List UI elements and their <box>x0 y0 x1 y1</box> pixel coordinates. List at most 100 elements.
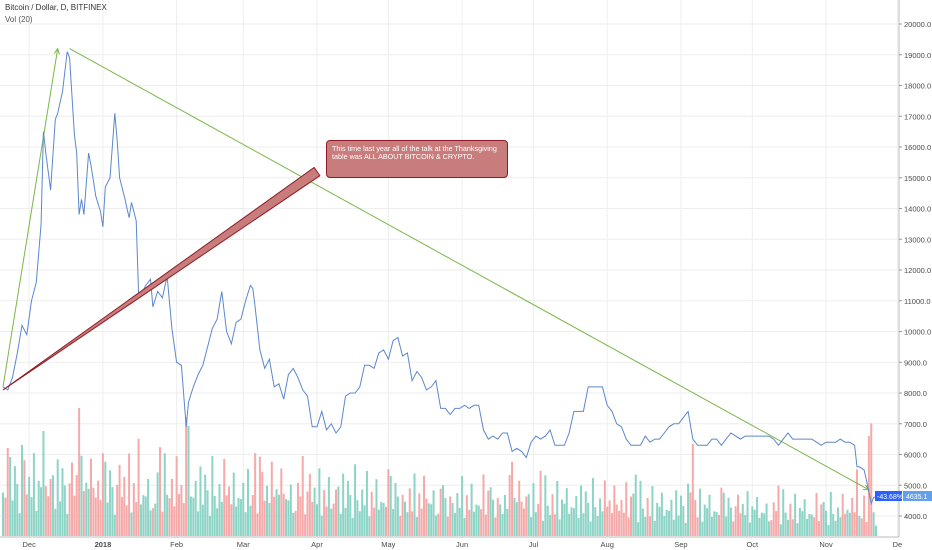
volume-bar <box>137 438 140 536</box>
annotation-callout[interactable]: This time last year all of the talk at t… <box>326 140 508 178</box>
volume-bar <box>534 512 537 536</box>
volume-bar <box>304 514 307 536</box>
volume-bar <box>634 474 637 536</box>
volume-bar <box>432 490 435 536</box>
y-axis-ticks: 4000.0 5000.0 6000.0 7000.0 8000.0 9000.0 1000… <box>899 20 931 521</box>
volume-bar <box>668 510 671 536</box>
volume-bar <box>6 447 9 536</box>
volume-bar <box>834 520 837 536</box>
volume-bar <box>116 484 119 536</box>
volume-bar <box>375 479 378 536</box>
volume-bar <box>677 515 680 536</box>
volume-bar <box>282 493 285 536</box>
volume-bar <box>139 504 142 536</box>
volume-bar <box>827 524 830 536</box>
volume-bar <box>392 508 395 536</box>
volume-bar <box>339 513 342 536</box>
volume-bar <box>277 494 280 536</box>
last-price-badge <box>903 491 932 501</box>
volume-bar <box>820 504 823 536</box>
volume-bar <box>21 444 24 536</box>
volume-bar <box>453 513 456 536</box>
volume-bar <box>349 495 352 536</box>
volume-bar <box>541 520 544 536</box>
volume-bar <box>639 480 642 536</box>
volume-bar <box>708 494 711 536</box>
volume-bar <box>530 517 533 536</box>
volume-bar <box>727 497 730 536</box>
y-tick-label: 11000.0 <box>904 297 931 306</box>
volume-bar <box>109 470 112 536</box>
volume-bar <box>35 510 38 536</box>
volume-bar <box>615 504 618 536</box>
volume-bar <box>327 477 330 536</box>
volume-bar <box>332 503 335 536</box>
volume-bar <box>406 512 409 536</box>
volume-bar <box>51 475 54 536</box>
x-tick-label: Feb <box>170 540 183 549</box>
y-tick-label: 12000.0 <box>904 266 931 275</box>
volume-bar <box>97 480 100 536</box>
volume-bar <box>363 505 366 536</box>
volume-bar <box>739 513 742 536</box>
volume-bar <box>670 499 673 536</box>
volume-bar <box>430 504 433 536</box>
volume-bar <box>729 507 732 536</box>
volume-bar <box>499 504 502 536</box>
volume-bar <box>59 501 62 536</box>
volume-bar <box>161 511 164 536</box>
volume-bar <box>223 458 226 536</box>
volume-indicator-label[interactable]: Vol (20) <box>5 15 33 24</box>
volume-bar <box>90 458 93 536</box>
volume-bar <box>480 509 483 536</box>
volume-bar <box>194 480 197 536</box>
volume-bar <box>399 515 402 536</box>
volume-bar <box>68 483 71 536</box>
volume-bar <box>596 515 599 536</box>
volume-bar <box>380 501 383 536</box>
volume-bar <box>544 475 547 536</box>
volume-bar <box>525 496 528 536</box>
volume-bar <box>13 466 16 536</box>
volume-bar <box>408 488 411 536</box>
volume-bar <box>330 508 333 536</box>
volume-bar <box>775 511 778 536</box>
volume-bar <box>197 511 200 536</box>
volume-bar <box>855 469 858 536</box>
volume-bar <box>384 506 387 536</box>
volume-bar <box>394 483 397 536</box>
volume-bar <box>73 495 76 536</box>
volume-bar <box>503 494 506 536</box>
volume-bar <box>822 501 825 536</box>
volume-bar <box>44 486 47 536</box>
y-tick-label: 13000.0 <box>904 235 931 244</box>
volume-bar <box>396 496 399 536</box>
volume-bar <box>591 478 594 536</box>
symbol-title[interactable]: Bitcoin / Dollar, D, BITFINEX <box>5 3 107 12</box>
y-tick-label: 6000.0 <box>904 451 927 460</box>
volume-bar <box>665 509 668 536</box>
volume-bar <box>706 508 709 536</box>
volume-bar <box>216 508 219 536</box>
volume-bar <box>710 516 713 536</box>
volume-bar <box>446 516 449 536</box>
volume-bar <box>744 514 747 536</box>
volume-bar <box>456 493 459 536</box>
volume-bar <box>235 506 238 536</box>
volume-bar <box>218 484 221 536</box>
volume-bar <box>63 485 66 536</box>
volume-bar <box>56 459 59 536</box>
volume-bar <box>539 470 542 536</box>
volume-bar <box>644 516 647 536</box>
volume-bar <box>622 512 625 536</box>
volume-bar <box>173 506 176 536</box>
volume-bar <box>786 519 789 536</box>
volume-bar <box>570 507 573 536</box>
x-tick-label: De <box>893 540 903 549</box>
volume-bar <box>120 496 123 536</box>
x-tick-label: Jun <box>456 540 468 549</box>
volume-bar <box>601 511 604 536</box>
chart-grid <box>0 0 899 537</box>
x-tick-label: Sep <box>674 540 687 549</box>
